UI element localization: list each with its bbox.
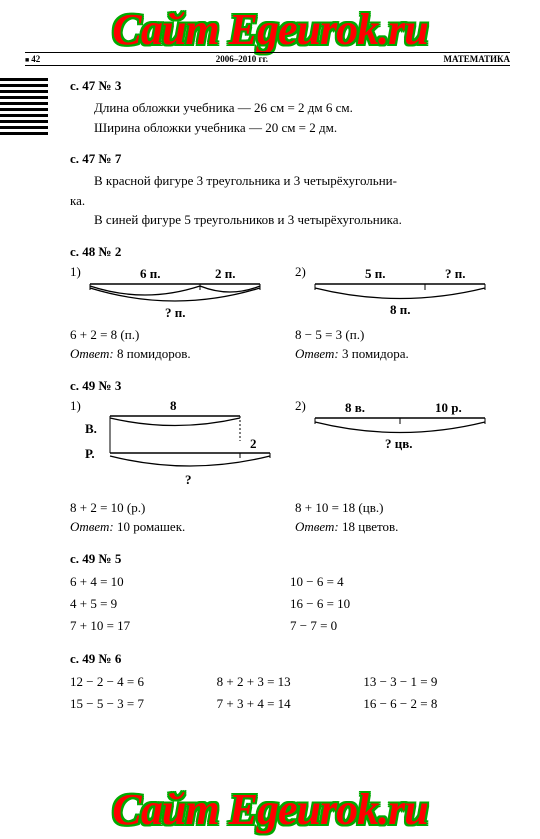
equation: 15 − 5 − 3 = 7 (70, 693, 217, 715)
equation: 4 + 5 = 9 (70, 593, 290, 615)
svg-text:? п.: ? п. (445, 266, 466, 281)
equation: 6 + 2 = 8 (п.) (70, 325, 285, 345)
text-line: Длина обложки учебника — 26 см = 2 дм 6 … (70, 98, 510, 118)
diagram-2: 2) 5 п. ? п. 8 п. (295, 264, 510, 319)
text-line: ка. (70, 191, 510, 211)
section-49-6: с. 49 № 6 12 − 2 − 4 = 6 8 + 2 + 3 = 13 … (70, 651, 510, 715)
equation: 7 + 10 = 17 (70, 615, 290, 637)
lens-diagram: 1) 6 п. 2 п. ? п. (70, 264, 280, 319)
svg-text:6 п.: 6 п. (140, 266, 161, 281)
svg-text:2): 2) (295, 398, 306, 413)
answer: Ответ: 3 помидора. (295, 344, 510, 364)
section-49-3: с. 49 № 3 1) 8 В. Р. 2 ? (70, 378, 510, 537)
answer: Ответ: Ответ: 8 помидоров.8 помидоров. (70, 344, 285, 364)
svg-text:В.: В. (85, 421, 97, 436)
svg-text:8 в.: 8 в. (345, 400, 365, 415)
text-line: В красной фигуре 3 треугольника и 3 четы… (70, 171, 510, 191)
text-line: В синей фигуре 5 треугольников и 3 четыр… (70, 210, 510, 230)
section-title: с. 47 № 7 (70, 151, 510, 167)
svg-text:1): 1) (70, 264, 81, 279)
equation: 7 − 7 = 0 (290, 615, 510, 637)
svg-text:1): 1) (70, 398, 81, 413)
svg-text:2: 2 (250, 436, 257, 451)
text-line: Ширина обложки учебника — 20 см = 2 дм. (70, 118, 510, 138)
svg-text:8: 8 (170, 398, 177, 413)
svg-text:? цв.: ? цв. (385, 436, 413, 451)
section-title: с. 49 № 3 (70, 378, 510, 394)
equation: 12 − 2 − 4 = 6 (70, 671, 217, 693)
section-47-7: с. 47 № 7 В красной фигуре 3 треугольник… (70, 151, 510, 230)
page-number: 42 (25, 54, 40, 64)
svg-text:8 п.: 8 п. (390, 302, 411, 317)
svg-text:? п.: ? п. (165, 305, 186, 319)
lens-diagram: 2) 8 в. 10 р. ? цв. (295, 398, 505, 458)
section-title: с. 48 № 2 (70, 244, 510, 260)
equation: 16 − 6 − 2 = 8 (363, 693, 510, 715)
lens-diagram: 2) 5 п. ? п. 8 п. (295, 264, 505, 319)
header-subject: МАТЕМАТИКА (444, 54, 510, 64)
diagram-1: 1) 6 п. 2 п. ? п. (70, 264, 285, 319)
section-title: с. 49 № 6 (70, 651, 510, 667)
svg-text:5 п.: 5 п. (365, 266, 386, 281)
page-content: 42 2006–2010 гг. МАТЕМАТИКА с. 47 № 3 Дл… (0, 52, 540, 729)
section-48-2: с. 48 № 2 1) 6 п. 2 п. ? п. (70, 244, 510, 364)
equation: 10 − 6 = 4 (290, 571, 510, 593)
diagram-1: 1) 8 В. Р. 2 ? (70, 398, 285, 488)
equation: 8 + 2 = 10 (р.) (70, 498, 285, 518)
section-title: с. 49 № 5 (70, 551, 510, 567)
equation: 13 − 3 − 1 = 9 (363, 671, 510, 693)
equation: 7 + 3 + 4 = 14 (217, 693, 364, 715)
section-49-5: с. 49 № 5 6 + 4 = 10 10 − 6 = 4 4 + 5 = … (70, 551, 510, 637)
svg-text:Р.: Р. (85, 446, 95, 461)
diagram-2: 2) 8 в. 10 р. ? цв. (295, 398, 510, 488)
equation: 16 − 6 = 10 (290, 593, 510, 615)
section-title: с. 47 № 3 (70, 78, 510, 94)
equation: 8 + 10 = 18 (цв.) (295, 498, 510, 518)
svg-text:2 п.: 2 п. (215, 266, 236, 281)
svg-text:10 р.: 10 р. (435, 400, 462, 415)
watermark-top: Сайт Egeurok.ru (0, 4, 540, 55)
answer: Ответ: 18 цветов. (295, 517, 510, 537)
page-header: 42 2006–2010 гг. МАТЕМАТИКА (25, 52, 510, 66)
svg-text:2): 2) (295, 264, 306, 279)
header-years: 2006–2010 гг. (216, 54, 268, 64)
section-47-3: с. 47 № 3 Длина обложки учебника — 26 см… (70, 78, 510, 137)
bracket-diagram: 1) 8 В. Р. 2 ? (70, 398, 280, 488)
svg-text:?: ? (185, 472, 192, 487)
equation: 6 + 4 = 10 (70, 571, 290, 593)
answer: Ответ: 10 ромашек. (70, 517, 285, 537)
watermark-bottom: Сайт Egeurok.ru (0, 784, 540, 835)
equation: 8 − 5 = 3 (п.) (295, 325, 510, 345)
equation: 8 + 2 + 3 = 13 (217, 671, 364, 693)
